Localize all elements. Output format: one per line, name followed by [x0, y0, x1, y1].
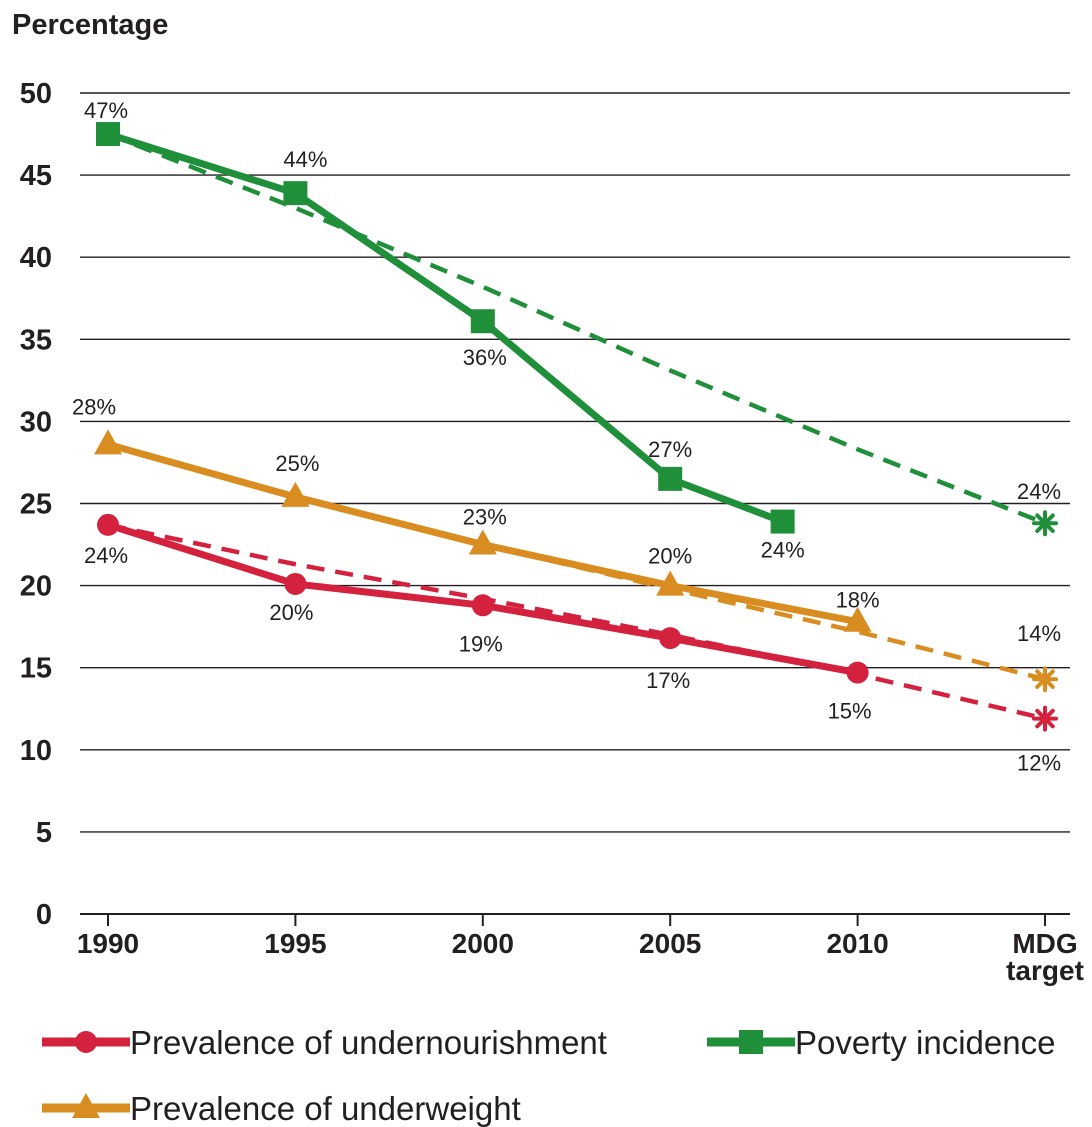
- y-tick-label: 30: [20, 406, 52, 438]
- target-star-marker: [1032, 666, 1058, 693]
- data-label: 28%: [72, 394, 116, 419]
- legend-item: Prevalence of underweight: [42, 1090, 521, 1127]
- circle-marker: [471, 594, 494, 617]
- data-label: 20%: [269, 600, 313, 625]
- data-label: 20%: [648, 544, 692, 569]
- data-label: 36%: [463, 345, 507, 370]
- square-marker: [770, 509, 795, 534]
- y-axis-title: Percentage: [12, 9, 168, 41]
- y-tick-label: 15: [20, 653, 52, 685]
- star-ray: [1035, 669, 1055, 689]
- data-label: 25%: [275, 451, 319, 476]
- y-tick-label: 5: [36, 817, 52, 849]
- y-tick-label: 35: [20, 324, 52, 356]
- y-tick-label: 20: [20, 571, 52, 603]
- x-tick-label: 2000: [452, 928, 514, 959]
- data-label: 27%: [648, 437, 692, 462]
- x-tick-label: target: [1006, 955, 1084, 986]
- y-tick-label: 10: [20, 735, 52, 767]
- data-label: 18%: [836, 588, 880, 613]
- x-tick-label: MDG: [1012, 928, 1077, 959]
- y-tick-label: 50: [20, 78, 52, 110]
- data-labels: 47% 44% 36% 27% 24% 24% 28% 25% 23% 20% 18% 14% 24% 2…: [72, 98, 1061, 776]
- data-markers: [94, 122, 1058, 732]
- square-marker: [658, 466, 683, 491]
- data-label: 23%: [463, 505, 507, 530]
- triangle-marker: [656, 570, 685, 596]
- trend-lines: [107, 131, 1046, 721]
- y-axis-ticks: 0 5 10 15 20 25 30 35 40 45 50: [20, 78, 52, 931]
- data-label: 24%: [84, 543, 128, 568]
- y-tick-label: 40: [20, 242, 52, 274]
- circle-marker: [75, 1031, 97, 1053]
- target-label: 14%: [1017, 621, 1061, 646]
- triangle-marker: [94, 429, 122, 455]
- y-tick-label: 0: [36, 899, 52, 931]
- triangle-marker: [843, 606, 872, 632]
- x-tick-label: 1995: [264, 928, 326, 959]
- triangle-marker: [72, 1093, 100, 1118]
- triangle-marker: [281, 481, 310, 507]
- target-label: 24%: [1017, 479, 1061, 504]
- circle-marker: [97, 513, 119, 536]
- target-star-marker: [1032, 705, 1058, 732]
- star-ray: [1035, 708, 1055, 729]
- data-label: 17%: [646, 668, 690, 693]
- star-ray: [1035, 513, 1055, 533]
- x-tick-label: 2005: [639, 928, 701, 959]
- triangle-marker: [468, 529, 497, 555]
- series-lines: [106, 130, 859, 677]
- data-label: 24%: [761, 538, 805, 563]
- circle-marker: [284, 572, 307, 595]
- data-label: 47%: [84, 98, 128, 123]
- legend: Prevalence of undernourishment Poverty in…: [42, 1024, 1055, 1127]
- target-label: 12%: [1017, 751, 1061, 776]
- y-tick-label: 25: [20, 489, 52, 521]
- square-marker: [283, 181, 308, 206]
- legend-item: Poverty incidence: [707, 1024, 1055, 1061]
- trend-line: [107, 522, 1046, 721]
- square-marker: [96, 122, 120, 147]
- data-label: 44%: [283, 147, 327, 172]
- square-marker: [739, 1030, 763, 1054]
- y-tick-label: 45: [20, 160, 52, 192]
- series-line: [106, 130, 784, 525]
- legend-label: Prevalence of undernourishment: [130, 1024, 607, 1061]
- gridlines: [80, 92, 1070, 915]
- data-label: 19%: [459, 631, 503, 656]
- legend-label: Poverty incidence: [795, 1024, 1055, 1061]
- x-tick-label: 1990: [77, 928, 139, 959]
- data-label: 15%: [828, 699, 872, 724]
- trend-line: [107, 131, 1046, 526]
- circle-marker: [659, 627, 682, 650]
- legend-item: Prevalence of undernourishment: [42, 1024, 607, 1061]
- circle-marker: [846, 661, 869, 684]
- square-marker: [470, 309, 495, 334]
- target-star-marker: [1032, 510, 1058, 537]
- x-tick-label: 2010: [826, 928, 888, 959]
- legend-label: Prevalence of underweight: [130, 1090, 521, 1127]
